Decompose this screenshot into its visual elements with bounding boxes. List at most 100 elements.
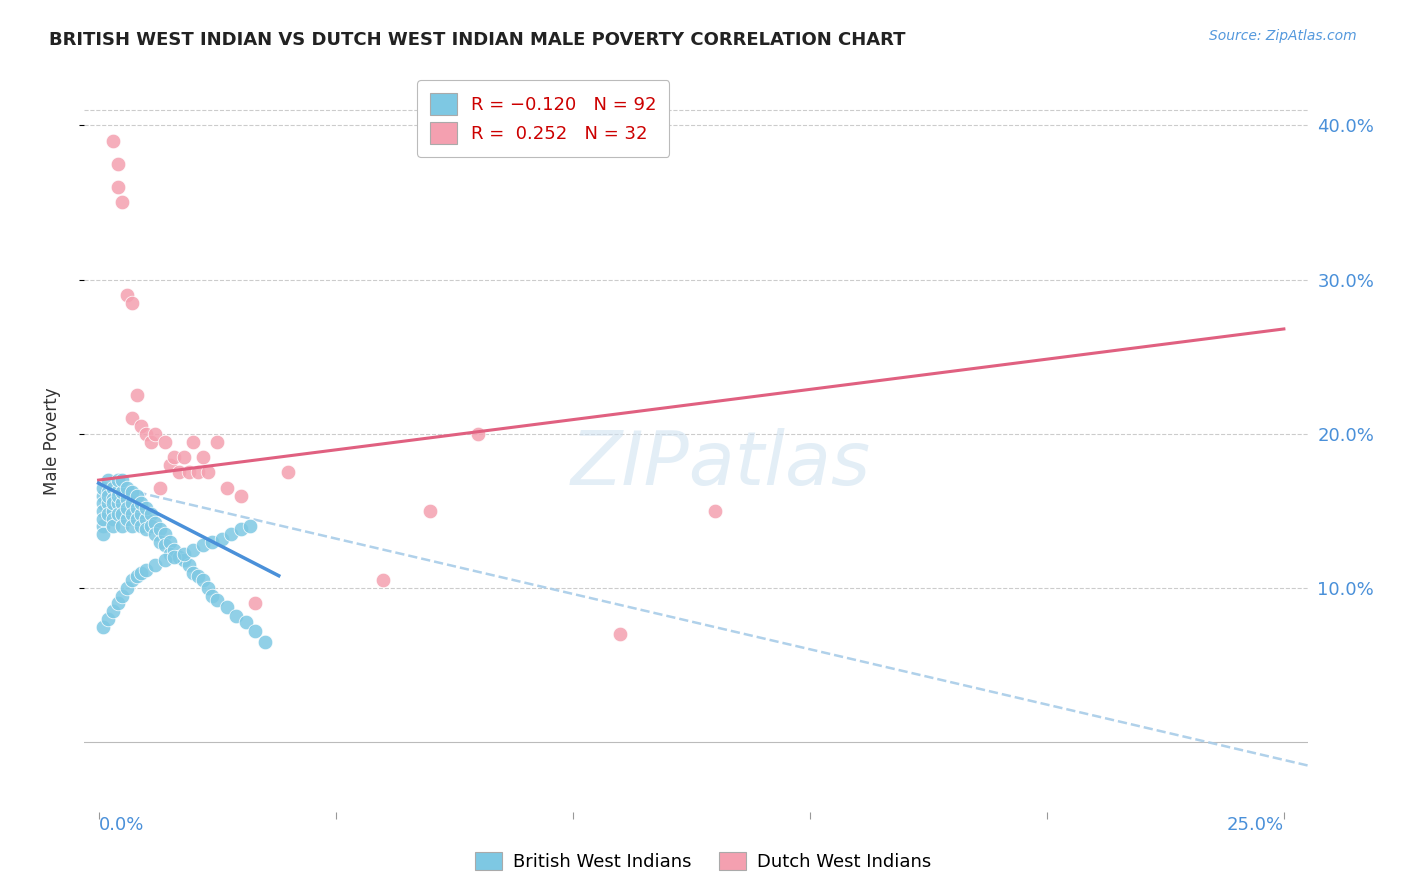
Point — [121, 411, 143, 425]
Point — [371, 574, 394, 588]
Point — [201, 589, 224, 603]
Point — [153, 434, 176, 449]
Point — [121, 519, 143, 533]
Point — [107, 180, 129, 194]
Text: ZIPatlas: ZIPatlas — [571, 428, 870, 500]
Point — [149, 523, 172, 537]
Point — [277, 466, 299, 480]
Point — [121, 485, 143, 500]
Point — [125, 568, 148, 582]
Point — [91, 527, 114, 541]
Point — [115, 491, 138, 506]
Point — [253, 635, 276, 649]
Point — [197, 466, 219, 480]
Point — [97, 507, 120, 521]
Legend: R = −0.120   N = 92, R =  0.252   N = 32: R = −0.120 N = 92, R = 0.252 N = 32 — [418, 80, 669, 157]
Point — [107, 496, 129, 510]
Point — [139, 507, 162, 521]
Point — [107, 483, 129, 498]
Point — [115, 511, 138, 525]
Point — [221, 527, 243, 541]
Point — [139, 519, 162, 533]
Point — [111, 519, 134, 533]
Point — [121, 496, 143, 510]
Point — [145, 426, 167, 441]
Point — [177, 558, 200, 572]
Point — [149, 534, 172, 549]
Point — [153, 538, 176, 552]
Point — [125, 388, 148, 402]
Point — [101, 491, 124, 506]
Point — [107, 507, 129, 521]
Point — [419, 504, 441, 518]
Point — [153, 527, 176, 541]
Point — [153, 553, 176, 567]
Point — [97, 496, 120, 510]
Point — [135, 511, 157, 525]
Point — [101, 134, 124, 148]
Point — [187, 568, 209, 582]
Point — [129, 507, 152, 521]
Point — [205, 434, 228, 449]
Point — [467, 426, 489, 441]
Point — [205, 593, 228, 607]
Point — [197, 581, 219, 595]
Point — [229, 489, 252, 503]
Point — [111, 496, 134, 510]
Point — [107, 597, 129, 611]
Point — [173, 547, 195, 561]
Point — [145, 516, 167, 531]
Point — [115, 500, 138, 515]
Text: BRITISH WEST INDIAN VS DUTCH WEST INDIAN MALE POVERTY CORRELATION CHART: BRITISH WEST INDIAN VS DUTCH WEST INDIAN… — [49, 31, 905, 49]
Point — [129, 519, 152, 533]
Text: Source: ZipAtlas.com: Source: ZipAtlas.com — [1209, 29, 1357, 43]
Point — [111, 485, 134, 500]
Point — [121, 574, 143, 588]
Point — [91, 489, 114, 503]
Point — [215, 481, 238, 495]
Point — [125, 489, 148, 503]
Point — [101, 604, 124, 618]
Point — [107, 473, 129, 487]
Point — [107, 489, 129, 503]
Point — [139, 434, 162, 449]
Point — [243, 624, 266, 639]
Point — [163, 550, 186, 565]
Point — [91, 496, 114, 510]
Point — [163, 450, 186, 464]
Point — [91, 619, 114, 633]
Point — [159, 547, 181, 561]
Point — [183, 566, 205, 580]
Point — [115, 481, 138, 495]
Point — [115, 581, 138, 595]
Point — [107, 157, 129, 171]
Point — [91, 504, 114, 518]
Point — [125, 500, 148, 515]
Point — [145, 558, 167, 572]
Text: 0.0%: 0.0% — [98, 816, 143, 834]
Point — [129, 566, 152, 580]
Point — [201, 534, 224, 549]
Legend: British West Indians, Dutch West Indians: British West Indians, Dutch West Indians — [468, 845, 938, 879]
Point — [135, 426, 157, 441]
Point — [135, 500, 157, 515]
Point — [121, 507, 143, 521]
Point — [121, 295, 143, 310]
Point — [167, 466, 190, 480]
Point — [135, 523, 157, 537]
Point — [97, 485, 120, 500]
Y-axis label: Male Poverty: Male Poverty — [42, 388, 60, 495]
Point — [135, 563, 157, 577]
Point — [101, 481, 124, 495]
Point — [211, 532, 233, 546]
Point — [239, 519, 262, 533]
Point — [225, 608, 247, 623]
Point — [703, 504, 725, 518]
Point — [111, 195, 134, 210]
Point — [145, 527, 167, 541]
Point — [159, 458, 181, 472]
Point — [129, 496, 152, 510]
Point — [101, 496, 124, 510]
Point — [235, 615, 257, 629]
Point — [115, 288, 138, 302]
